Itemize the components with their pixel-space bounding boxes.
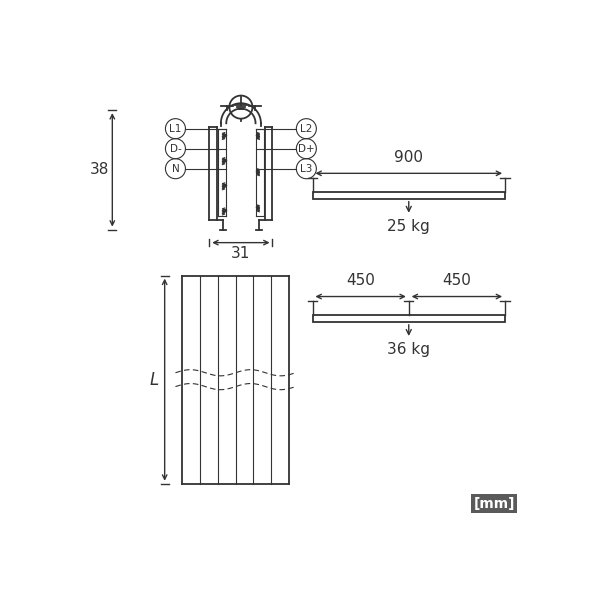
Text: [mm]: [mm] [473,496,515,511]
Text: L: L [150,371,158,389]
Text: 450: 450 [443,273,472,288]
Text: N: N [171,164,179,174]
Text: 38: 38 [90,163,110,177]
Text: D+: D+ [298,144,314,154]
FancyBboxPatch shape [471,495,517,513]
Text: L1: L1 [169,124,181,134]
Text: 900: 900 [394,150,423,165]
Text: 31: 31 [231,246,251,261]
Text: 36 kg: 36 kg [387,342,430,357]
Text: L3: L3 [300,164,313,174]
Text: D-: D- [170,144,181,154]
Text: L2: L2 [300,124,313,134]
Text: 25 kg: 25 kg [387,219,430,234]
Bar [313,315,505,322]
Bar [313,192,505,199]
Text: 450: 450 [346,273,375,288]
